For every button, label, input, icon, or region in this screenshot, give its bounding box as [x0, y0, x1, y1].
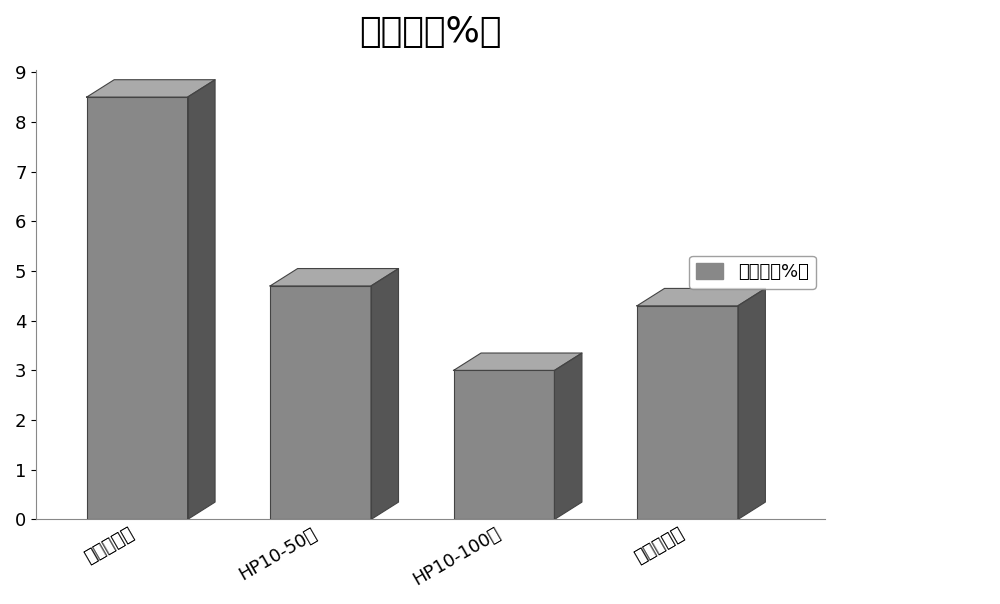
Bar — [270, 286, 371, 519]
Polygon shape — [454, 353, 582, 370]
Polygon shape — [188, 80, 215, 519]
Polygon shape — [637, 289, 765, 306]
Legend: 腹泻率（%）: 腹泻率（%） — [689, 255, 816, 289]
Bar — [87, 97, 188, 519]
Polygon shape — [371, 269, 399, 519]
Polygon shape — [87, 80, 215, 97]
Polygon shape — [270, 269, 399, 286]
Bar — [454, 370, 554, 519]
Polygon shape — [738, 289, 765, 519]
Bar — [637, 306, 738, 519]
Polygon shape — [554, 353, 582, 519]
Title: 腹泻率（%）: 腹泻率（%） — [359, 15, 502, 49]
